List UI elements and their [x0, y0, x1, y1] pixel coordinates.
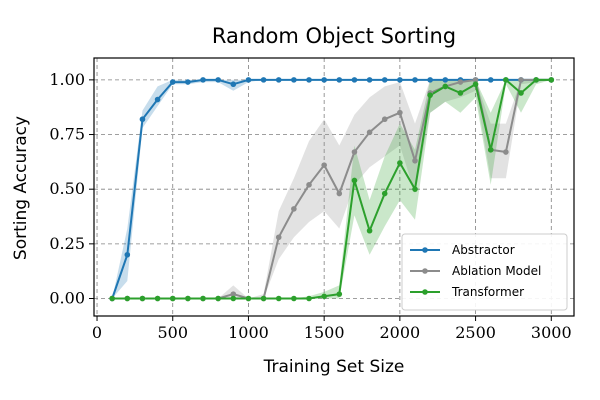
abstractor-point — [245, 77, 252, 83]
abstractor-point — [381, 77, 388, 83]
abstractor-point — [351, 77, 358, 83]
abstractor-point — [230, 81, 237, 88]
transformer-point — [442, 83, 449, 90]
transformer-point — [215, 295, 221, 302]
x-tick-label: 500 — [157, 323, 188, 342]
y-tick-label: 0.00 — [49, 289, 85, 308]
abstractor-point — [397, 77, 403, 83]
transformer-point — [321, 293, 327, 300]
transformer-point — [291, 295, 297, 302]
abstractor-point — [154, 96, 161, 103]
x-tick-label: 2500 — [455, 323, 496, 342]
abstractor-point — [215, 77, 221, 83]
abstractor-point — [169, 79, 176, 85]
transformer-legend-marker — [422, 289, 428, 295]
transformer-point — [457, 90, 464, 96]
abstractor-point — [487, 77, 494, 83]
ablation-model-band — [112, 79, 552, 299]
ablation-model-point — [291, 206, 297, 212]
ablation-model-point — [351, 149, 358, 155]
ablation-model-point — [472, 77, 479, 83]
ablation-model-point — [366, 129, 373, 136]
legend: Abstractor Ablation Model Transformer — [401, 233, 568, 311]
abstractor-point — [260, 77, 267, 83]
transformer-point — [169, 295, 176, 302]
axis-ticks: 0 500 1000 1500 2000 2500 3000 0.00 0.25 0.50 0.75… — [49, 70, 571, 342]
abstractor-point — [427, 77, 433, 83]
ablation-model-point — [230, 291, 237, 297]
x-tick-label: 1500 — [304, 323, 345, 342]
abstractor-point — [321, 77, 327, 83]
ablation-model-point — [336, 190, 343, 197]
abstractor-point — [139, 116, 146, 123]
abstractor-point — [366, 77, 373, 83]
transformer-point — [109, 295, 115, 302]
transformer-point — [230, 295, 237, 302]
transformer-point — [381, 190, 388, 197]
abstractor-legend-label: Abstractor — [452, 243, 515, 257]
abstractor-point — [336, 77, 343, 83]
abstractor-point — [291, 77, 297, 83]
transformer-point — [412, 186, 418, 192]
abstractor-point — [275, 77, 282, 83]
transformer-point — [185, 295, 191, 302]
transformer-point — [275, 295, 282, 302]
transformer-point — [366, 227, 373, 234]
abstractor-point — [306, 77, 312, 83]
transformer-point — [306, 295, 312, 302]
abstractor-point — [442, 77, 449, 83]
transformer-point — [124, 295, 131, 302]
transformer-point — [533, 77, 539, 83]
x-axis-label: Training Set Size — [263, 357, 405, 377]
transformer-point — [139, 295, 146, 302]
transformer-point — [518, 90, 524, 96]
ablation-model-point — [381, 116, 388, 123]
transformer-point — [397, 160, 403, 166]
transformer-point — [154, 295, 161, 302]
y-tick-label: 1.00 — [49, 70, 85, 89]
y-tick-label: 0.25 — [49, 234, 85, 253]
x-tick-label: 3000 — [531, 323, 572, 342]
transformer-point — [351, 177, 358, 184]
transformer-point — [200, 295, 206, 302]
transformer-point — [245, 295, 252, 302]
ablation-model-legend-marker — [422, 268, 428, 274]
abstractor-point — [185, 79, 191, 85]
series-points — [109, 77, 555, 302]
ablation-model-point — [275, 234, 282, 241]
y-tick-label: 0.75 — [49, 125, 85, 144]
legend-box — [401, 233, 568, 311]
transformer-legend-label: Transformer — [451, 285, 524, 299]
transformer-point — [336, 291, 343, 297]
x-tick-label: 0 — [92, 323, 102, 342]
y-axis-label: Sorting Accuracy — [11, 116, 31, 260]
ablation-model-point — [503, 149, 509, 155]
abstractor-point — [124, 251, 131, 258]
abstractor-point — [412, 77, 418, 83]
transformer-point — [472, 81, 479, 88]
ablation-model-point — [412, 157, 418, 164]
transformer-point — [548, 77, 555, 83]
y-tick-label: 0.50 — [49, 179, 85, 198]
ablation-model-point — [457, 79, 464, 85]
abstractor-point — [200, 77, 206, 83]
transformer-point — [503, 77, 509, 83]
transformer-point — [427, 92, 433, 98]
transformer-point — [260, 295, 267, 302]
ablation-model-legend-label: Ablation Model — [452, 264, 541, 278]
chart-title: Random Object Sorting — [212, 24, 456, 48]
x-tick-label: 2000 — [380, 323, 421, 342]
ablation-model-point — [518, 77, 524, 83]
ablation-model-point — [321, 162, 327, 168]
ablation-model-point — [397, 109, 403, 116]
transformer-point — [487, 147, 494, 153]
ablation-model-point — [306, 182, 312, 188]
x-tick-label: 1000 — [228, 323, 269, 342]
plot-frame — [93, 57, 575, 317]
abstractor-legend-marker — [422, 247, 428, 253]
